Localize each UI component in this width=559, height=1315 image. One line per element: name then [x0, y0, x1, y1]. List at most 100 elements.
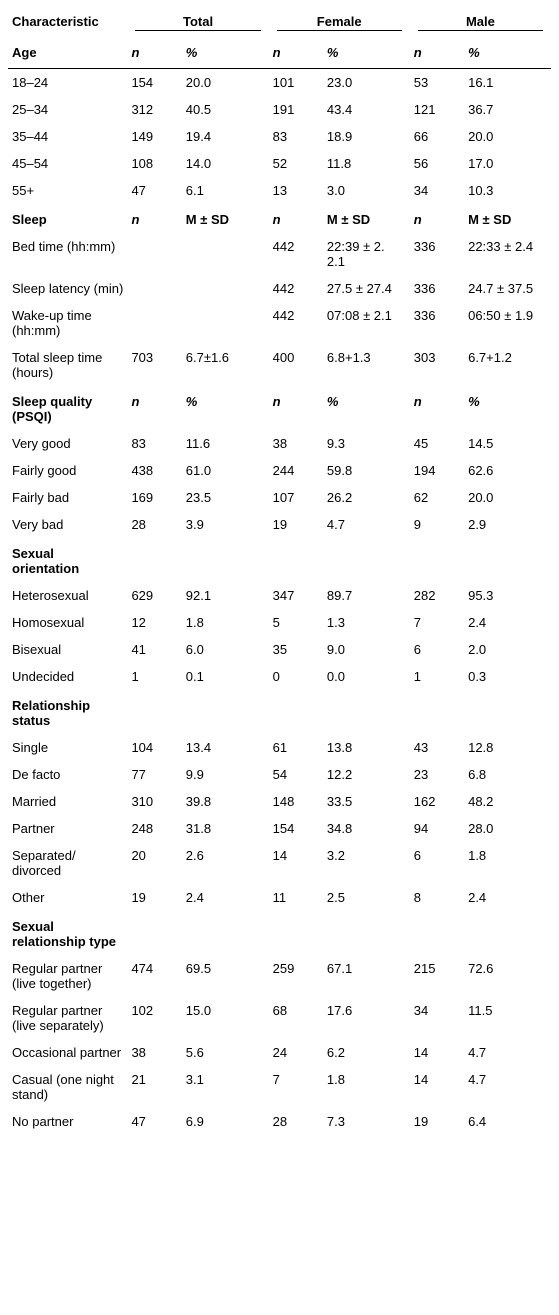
row-value: 61	[269, 734, 323, 761]
row-value: 162	[410, 788, 464, 815]
section-header-row: Sexual orientation	[8, 538, 551, 582]
row-label: Very bad	[8, 511, 127, 538]
row-value: 1.8	[323, 1066, 410, 1108]
row-value: 21	[127, 1066, 181, 1108]
row-label: Bisexual	[8, 636, 127, 663]
row-value: 20.0	[464, 484, 551, 511]
row-label: Total sleep time (hours)	[8, 344, 127, 386]
row-value: 22:39 ± 2. 2.1	[323, 233, 410, 275]
row-value	[182, 302, 269, 344]
row-value: 6	[410, 636, 464, 663]
table-row: Homosexual121.851.372.4	[8, 609, 551, 636]
section-stat-header: %	[323, 386, 410, 430]
row-label: 45–54	[8, 150, 127, 177]
row-value: 107	[269, 484, 323, 511]
row-label: Sleep latency (min)	[8, 275, 127, 302]
row-value: 629	[127, 582, 181, 609]
row-value: 6.2	[323, 1039, 410, 1066]
demographics-table: Characteristic Total Female Male Age n %…	[8, 8, 551, 1135]
row-label: Casual (one night stand)	[8, 1066, 127, 1108]
row-value: 1.8	[182, 609, 269, 636]
table-row: 45–5410814.05211.85617.0	[8, 150, 551, 177]
row-value: 83	[269, 123, 323, 150]
row-value: 27.5 ± 27.4	[323, 275, 410, 302]
header-n-female: n	[269, 37, 323, 69]
row-value: 2.4	[464, 609, 551, 636]
table-row: De facto779.95412.2236.8	[8, 761, 551, 788]
table-row: 55+476.1133.03410.3	[8, 177, 551, 204]
section-stat-header	[464, 911, 551, 955]
row-value: 2.5	[323, 884, 410, 911]
sub-header-row: Age n % n % n %	[8, 37, 551, 69]
row-label: Occasional partner	[8, 1039, 127, 1066]
row-value: 28	[269, 1108, 323, 1135]
row-value: 43.4	[323, 96, 410, 123]
header-male: Male	[410, 8, 551, 37]
row-value: 20.0	[182, 69, 269, 97]
header-pct-female: %	[323, 37, 410, 69]
row-value: 0.1	[182, 663, 269, 690]
row-value: 14	[269, 842, 323, 884]
row-value: 5	[269, 609, 323, 636]
row-value: 6.8	[464, 761, 551, 788]
row-value: 6.4	[464, 1108, 551, 1135]
row-value	[127, 275, 181, 302]
row-value: 41	[127, 636, 181, 663]
row-value: 72.6	[464, 955, 551, 997]
row-value: 347	[269, 582, 323, 609]
section-stat-header: n	[410, 386, 464, 430]
table-row: No partner476.9287.3196.4	[8, 1108, 551, 1135]
section-stat-header: M ± SD	[182, 204, 269, 233]
header-characteristic: Characteristic	[8, 8, 127, 37]
section-stat-header	[323, 911, 410, 955]
row-label: Homosexual	[8, 609, 127, 636]
row-value: 94	[410, 815, 464, 842]
row-value: 148	[269, 788, 323, 815]
header-female-label: Female	[317, 14, 362, 29]
row-label: 25–34	[8, 96, 127, 123]
section-title: Relationship status	[8, 690, 127, 734]
table-row: Sleep latency (min)44227.5 ± 27.433624.7…	[8, 275, 551, 302]
table-row: Regular partner (live together)47469.525…	[8, 955, 551, 997]
row-value: 1	[127, 663, 181, 690]
row-value: 9.9	[182, 761, 269, 788]
row-value: 14	[410, 1039, 464, 1066]
section-stat-header: n	[269, 204, 323, 233]
row-value: 104	[127, 734, 181, 761]
section-title: Sleep	[8, 204, 127, 233]
header-total: Total	[127, 8, 268, 37]
row-value: 9	[410, 511, 464, 538]
row-value: 52	[269, 150, 323, 177]
row-value: 9.0	[323, 636, 410, 663]
row-label: Fairly good	[8, 457, 127, 484]
row-value: 4.7	[464, 1066, 551, 1108]
table-row: Occasional partner385.6246.2144.7	[8, 1039, 551, 1066]
row-value: 1.8	[464, 842, 551, 884]
row-value: 83	[127, 430, 181, 457]
header-n-male: n	[410, 37, 464, 69]
row-value: 7.3	[323, 1108, 410, 1135]
row-value: 6.0	[182, 636, 269, 663]
row-value: 312	[127, 96, 181, 123]
row-label: 18–24	[8, 69, 127, 97]
row-value: 89.7	[323, 582, 410, 609]
row-value: 92.1	[182, 582, 269, 609]
table-row: Wake-up time (hh:mm)44207:08 ± 2.133606:…	[8, 302, 551, 344]
table-row: Fairly bad16923.510726.26220.0	[8, 484, 551, 511]
row-value: 154	[127, 69, 181, 97]
section-stat-header: n	[127, 386, 181, 430]
row-value: 108	[127, 150, 181, 177]
header-n-total: n	[127, 37, 181, 69]
row-value: 19	[127, 884, 181, 911]
section-stat-header	[410, 911, 464, 955]
section-stat-header	[464, 690, 551, 734]
row-label: Single	[8, 734, 127, 761]
row-value: 11.8	[323, 150, 410, 177]
row-value: 24.7 ± 37.5	[464, 275, 551, 302]
row-value: 19	[410, 1108, 464, 1135]
row-value: 33.5	[323, 788, 410, 815]
row-value: 303	[410, 344, 464, 386]
table-row: Casual (one night stand)213.171.8144.7	[8, 1066, 551, 1108]
row-value: 54	[269, 761, 323, 788]
row-label: Undecided	[8, 663, 127, 690]
